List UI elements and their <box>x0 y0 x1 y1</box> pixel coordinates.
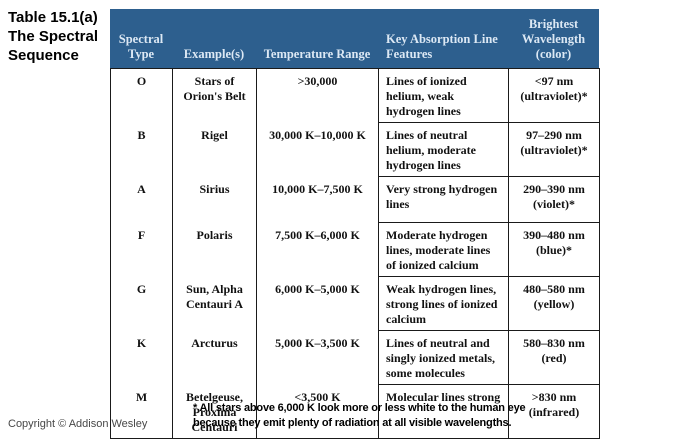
spectral-type-cell: G <box>136 281 147 296</box>
temperature-cell: >30,000 <box>256 68 379 123</box>
temperature-cell: 5,000 K–3,500 K <box>256 330 379 385</box>
spectral-type-cell: M <box>135 389 148 404</box>
absorption-cell: Very strong hydrogen lines <box>378 176 509 223</box>
wavelength-cell: <97 nm (ultraviolet)* <box>508 68 600 123</box>
wavelength-cell: 290–390 nm (violet)* <box>508 176 600 223</box>
examples-cell: Stars of Orion's Belt <box>172 68 257 123</box>
wavelength-value: 290–390 nm <box>523 182 585 196</box>
wavelength-value: >830 nm <box>531 390 577 404</box>
column-header-spectral-type: Spectral Type <box>118 32 164 61</box>
spectral-type-cell: O <box>136 74 147 88</box>
spectral-sequence-table: Spectral Type Example(s) Temperature Ran… <box>110 9 600 439</box>
footnote-line: * All stars above 6,000 K look more or l… <box>193 402 526 414</box>
table-row: O Stars of Orion's Belt >30,000 Lines of… <box>111 68 600 123</box>
temperature-cell: 7,500 K–6,000 K <box>256 222 379 277</box>
spectral-type-cell: A <box>137 181 146 196</box>
table-row: B Rigel 30,000 K–10,000 K Lines of neutr… <box>111 122 600 177</box>
table-row: F Polaris 7,500 K–6,000 K Moderate hydro… <box>111 222 600 277</box>
examples-cell: Sun, Alpha Centauri A <box>172 276 257 331</box>
absorption-cell: Molecular lines strong <box>378 384 509 438</box>
examples-cell: Betelgeuse, Proxima Centauri <box>172 384 257 438</box>
wavelength-cell: 580–830 nm (red) <box>508 330 600 385</box>
footnote: * All stars above 6,000 K look more or l… <box>193 401 583 431</box>
examples-cell: Sirius <box>172 176 257 223</box>
spectral-type-cell: B <box>137 127 146 142</box>
absorption-cell: Moderate hydrogen lines, moderate lines … <box>378 222 509 277</box>
wavelength-value: 580–830 nm <box>523 336 585 350</box>
temperature-cell: 30,000 K–10,000 K <box>256 122 379 177</box>
column-header-key-absorption: Key Absorption Line Features <box>386 32 498 61</box>
table-row: M Betelgeuse, Proxima Centauri <3,500 K … <box>111 384 600 438</box>
wavelength-value: 97–290 nm <box>526 128 582 142</box>
column-header-brightest-wavelength: Brightest Wavelength (color) <box>521 17 586 61</box>
temperature-cell: <3,500 K <box>256 384 379 438</box>
table-row: G Sun, Alpha Centauri A 6,000 K–5,000 K … <box>111 276 600 331</box>
column-header-examples: Example(s) <box>183 47 245 61</box>
wavelength-value: 480–580 nm <box>523 282 585 296</box>
page-title-line: Sequence <box>8 47 79 64</box>
examples-cell: Rigel <box>172 122 257 177</box>
wavelength-color: (infrared) <box>528 405 580 419</box>
spectral-type-cell: K <box>136 335 147 350</box>
table-header-row: Spectral Type Example(s) Temperature Ran… <box>110 9 599 68</box>
wavelength-cell: 480–580 nm (yellow) <box>508 276 600 331</box>
temperature-cell: 10,000 K–7,500 K <box>256 176 379 223</box>
temperature-cell: 6,000 K–5,000 K <box>256 276 379 331</box>
wavelength-cell: 390–480 nm (blue)* <box>508 222 600 277</box>
absorption-cell: Lines of neutral helium, moderate hydrog… <box>378 122 509 177</box>
wavelength-value: 390–480 nm <box>523 228 585 242</box>
examples-cell: Arcturus <box>172 330 257 385</box>
table-row: A Sirius 10,000 K–7,500 K Very strong hy… <box>111 176 600 223</box>
wavelength-cell: >830 nm (infrared) <box>508 384 600 438</box>
column-header-temperature-range: Temperature Range <box>263 47 371 61</box>
table-body: O Stars of Orion's Belt >30,000 Lines of… <box>110 68 600 439</box>
page-title-line: The Spectral <box>8 28 99 45</box>
wavelength-color: (violet)* <box>533 197 575 211</box>
page-title-line: Table 15.1(a) <box>8 9 98 26</box>
wavelength-value: <97 nm <box>534 74 574 88</box>
footnote-line: because they emit plenty of radiation at… <box>193 417 512 429</box>
wavelength-cell: 97–290 nm (ultraviolet)* <box>508 122 600 177</box>
page-title: Table 15.1(a) The Spectral Sequence <box>8 8 114 65</box>
absorption-cell: Lines of neutral and singly ionized meta… <box>378 330 509 385</box>
examples-cell: Polaris <box>172 222 257 277</box>
wavelength-color: (red) <box>541 351 567 365</box>
spectral-type-cell: F <box>137 227 146 242</box>
absorption-cell: Lines of ionized helium, weak hydrogen l… <box>378 68 509 123</box>
absorption-cell: Weak hydrogen lines, strong lines of ion… <box>378 276 509 331</box>
copyright-text: Copyright © Addison Wesley <box>8 418 148 430</box>
table-row: K Arcturus 5,000 K–3,500 K Lines of neut… <box>111 330 600 385</box>
wavelength-color: (yellow) <box>533 297 575 311</box>
wavelength-color: (ultraviolet)* <box>520 143 588 157</box>
wavelength-color: (ultraviolet)* <box>520 89 588 103</box>
wavelength-color: (blue)* <box>536 243 572 257</box>
